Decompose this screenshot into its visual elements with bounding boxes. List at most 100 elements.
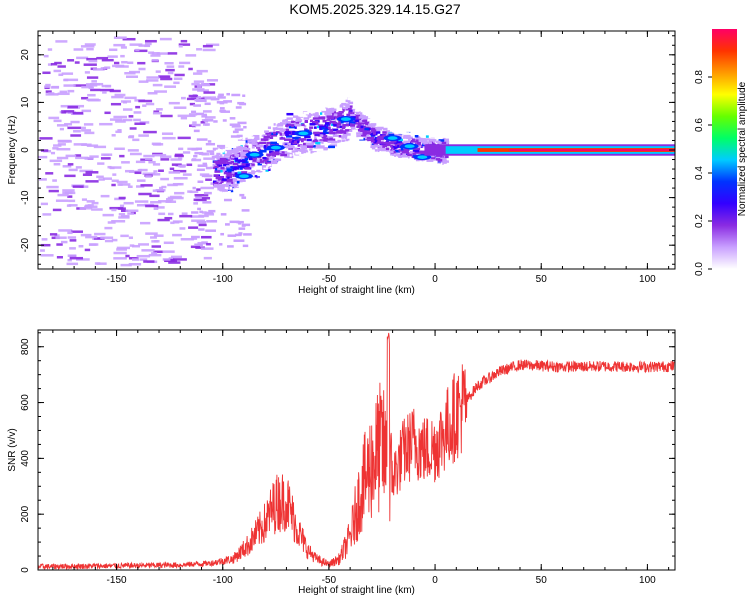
ridge-cell: [219, 154, 223, 157]
noise-cell: [243, 233, 252, 236]
noise-cell: [111, 208, 117, 212]
noise-cell: [121, 60, 128, 64]
noise-cell: [83, 123, 94, 126]
noise-cell: [105, 84, 111, 88]
ridge-cell: [329, 144, 335, 147]
ridge-cell: [360, 132, 367, 136]
ridge-cell: [345, 108, 352, 111]
noise-cell: [189, 102, 196, 106]
ridge-cell: [326, 136, 333, 139]
ridge-cell: [255, 137, 260, 140]
noise-cell: [167, 71, 174, 75]
ridge-cell: [321, 136, 326, 139]
noise-cell: [84, 131, 95, 135]
noise-cell: [113, 257, 127, 260]
ridge-cell: [240, 179, 246, 182]
noise-cell: [206, 220, 218, 223]
snr-frame: [37, 329, 676, 571]
ridge-cell: [326, 118, 331, 121]
x-tick-label: -50: [322, 575, 337, 586]
noise-cell: [41, 243, 51, 247]
ridge-cell: [316, 139, 320, 142]
ridge-cell: [220, 193, 224, 196]
noise-cell: [158, 169, 164, 172]
noise-cell: [172, 233, 182, 237]
ridge-cell: [236, 181, 240, 184]
ridge-cell: [304, 155, 307, 158]
noise-cell: [173, 106, 187, 109]
noise-cell: [90, 88, 101, 92]
ridge-cell: [390, 140, 396, 143]
noise-cell: [196, 69, 208, 73]
noise-cell: [206, 79, 218, 82]
noise-cell: [217, 144, 226, 148]
noise-cell: [197, 164, 208, 167]
ridge-cell: [355, 107, 362, 111]
ridge-cell: [436, 156, 444, 159]
noise-cell: [94, 262, 101, 265]
ridge-cell: [393, 141, 399, 144]
ridge-cell: [347, 97, 354, 101]
noise-cell: [111, 134, 116, 137]
ridge-cell: [293, 124, 301, 127]
noise-cell: [40, 149, 49, 152]
ridge-peak-inner: [238, 174, 249, 178]
ridge-cell: [328, 131, 336, 135]
ridge-peak-inner: [249, 152, 260, 157]
ridge-cell: [321, 108, 327, 111]
ridge-cell: [322, 119, 327, 123]
ridge-cell: [381, 146, 386, 149]
ridge-cell: [255, 146, 261, 149]
noise-cell: [141, 249, 155, 252]
ridge-cell: [259, 171, 263, 174]
noise-cell: [227, 245, 234, 248]
noise-cell: [111, 219, 126, 223]
noise-cell: [70, 134, 82, 137]
ridge-cell: [360, 129, 367, 133]
noise-cell: [204, 97, 212, 100]
noise-cell: [86, 76, 99, 79]
ridge-cell: [431, 141, 435, 145]
x-tick-label: 100: [639, 575, 656, 586]
ridge-cell: [350, 114, 356, 117]
ridge-cell: [228, 175, 233, 179]
ridge-cell: [332, 134, 339, 137]
ridge-cell: [217, 187, 225, 191]
ridge-cell: [230, 153, 233, 157]
ridge-cell: [417, 133, 424, 137]
noise-cell: [212, 147, 223, 151]
ridge-cell: [365, 144, 371, 147]
ridge-cell: [233, 188, 238, 191]
ridge-cell: [286, 127, 289, 130]
ridge-cell: [256, 169, 261, 173]
noise-cell: [113, 115, 128, 119]
ridge-cell: [224, 156, 230, 160]
ridge-cell: [257, 173, 263, 177]
ridge-cell: [224, 151, 227, 154]
noise-cell: [142, 172, 156, 175]
ridge-cell: [321, 147, 328, 151]
noise-cell: [203, 113, 207, 117]
noise-cell: [132, 258, 140, 261]
noise-cell: [179, 227, 186, 230]
noise-cell: [168, 261, 181, 264]
noise-cell: [139, 121, 150, 124]
noise-cell: [205, 178, 212, 181]
noise-cell: [60, 240, 68, 244]
ridge-cell: [259, 158, 263, 162]
noise-cell: [134, 171, 142, 175]
ridge-cell: [289, 138, 293, 142]
noise-cell: [229, 117, 236, 120]
ridge-cell: [373, 131, 381, 134]
ridge-cell: [221, 180, 224, 184]
ridge-cell: [431, 156, 436, 160]
ridge-cell: [327, 116, 335, 120]
noise-cell: [67, 89, 75, 93]
ridge-cell: [282, 144, 289, 148]
ridge-cell: [328, 149, 336, 153]
ridge-cell: [335, 131, 343, 134]
ridge-cell: [295, 121, 300, 124]
noise-cell: [137, 61, 146, 65]
ridge-cell: [213, 166, 217, 170]
ridge-cell: [364, 141, 371, 144]
